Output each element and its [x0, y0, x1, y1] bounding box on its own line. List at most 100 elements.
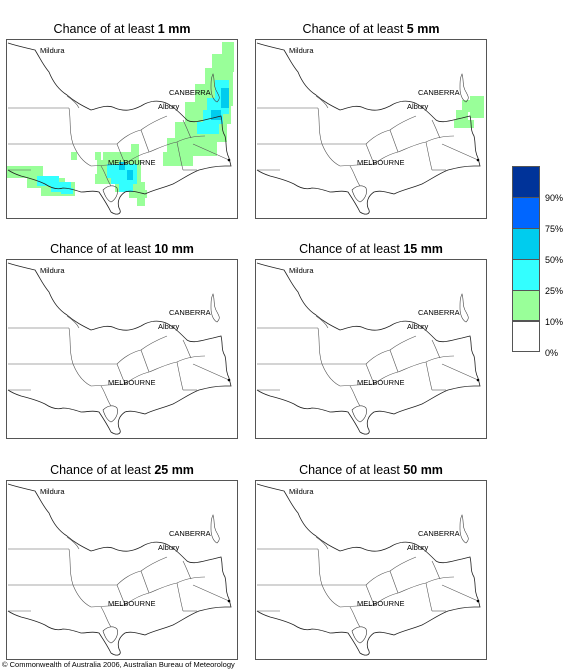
district-boundary [431, 560, 441, 580]
district-boundary [389, 115, 417, 131]
district-boundary [100, 606, 112, 628]
map-5mm: Mildura CANBERRA Albury MELBOURNE [255, 39, 487, 219]
victoria-outline [256, 42, 481, 215]
state-border-line [441, 584, 479, 602]
probability-cell [71, 152, 77, 160]
victoria-outline [256, 262, 481, 435]
probability-cell [470, 96, 484, 118]
district-boundary [365, 143, 375, 165]
gabo-point-marker [227, 158, 231, 162]
district-boundary [72, 363, 92, 387]
district-boundary [68, 107, 74, 145]
probability-cell [456, 110, 468, 120]
district-boundary [425, 582, 433, 612]
probability-cell [137, 198, 145, 206]
district-boundary [349, 165, 361, 187]
district-boundary [321, 143, 341, 167]
district-boundary [431, 119, 441, 139]
probability-cell [222, 42, 234, 56]
victoria-outline [7, 483, 232, 656]
probability-cell [167, 138, 217, 156]
panel-title: Chance of at least 1 mm [53, 22, 191, 36]
legend-swatch-0 [512, 321, 540, 352]
district-boundary [90, 163, 126, 167]
district-boundary [176, 135, 206, 143]
label-mildura: Mildura [40, 487, 65, 496]
district-boundary [315, 315, 329, 329]
label-melbourne: MELBOURNE [108, 378, 156, 387]
act-boundary [459, 293, 469, 323]
panel-title: Chance of at least 5 mm [302, 22, 440, 36]
district-boundary [116, 143, 126, 165]
district-boundary [90, 604, 126, 608]
district-boundary [124, 151, 150, 165]
district-boundary [116, 570, 142, 586]
district-boundary [321, 584, 341, 608]
district-boundary [100, 165, 112, 187]
district-boundary [140, 129, 150, 153]
probability-cell [51, 182, 71, 192]
probability-cell [129, 190, 147, 198]
act-boundary [210, 73, 220, 103]
district-boundary [140, 556, 168, 572]
map-10mm: Mildura CANBERRA Albury MELBOURNE [6, 259, 238, 439]
label-mildura: Mildura [40, 266, 65, 275]
district-boundary [373, 151, 399, 165]
district-boundary [182, 560, 192, 580]
victoria-map: Mildura CANBERRA Albury MELBOURNE [256, 262, 481, 435]
district-boundary [140, 335, 168, 351]
district-boundary [317, 548, 323, 586]
district-boundary [72, 143, 92, 167]
probability-cell [212, 54, 234, 72]
district-boundary [365, 129, 391, 145]
district-boundary [425, 361, 433, 391]
label-canberra: CANBERRA [418, 529, 460, 538]
copyright-notice: © Commonwealth of Australia 2006, Austra… [2, 660, 235, 669]
district-boundary [176, 355, 206, 363]
legend-swatch-10 [512, 290, 540, 321]
label-mildura: Mildura [40, 46, 65, 55]
district-boundary [389, 349, 399, 373]
act-boundary [210, 293, 220, 323]
gabo-point-marker [476, 378, 480, 382]
label-mildura: Mildura [289, 46, 314, 55]
gabo-point-marker [227, 378, 231, 382]
district-boundary [321, 363, 341, 387]
label-melbourne: MELBOURNE [357, 378, 405, 387]
district-boundary [182, 339, 192, 359]
district-boundary [397, 141, 427, 153]
district-boundary [317, 327, 323, 365]
victoria-map: Mildura CANBERRA Albury MELBOURNE [7, 262, 232, 435]
district-boundary [317, 107, 323, 145]
port-phillip-bay [351, 405, 367, 423]
district-boundary [140, 570, 150, 594]
legend-label-50: 50% [545, 255, 564, 265]
district-boundary [365, 570, 391, 586]
district-boundary [349, 385, 361, 407]
district-boundary [176, 582, 184, 612]
district-boundary [425, 141, 433, 171]
district-boundary [431, 339, 441, 359]
victoria-map: Mildura CANBERRA Albury MELBOURNE [7, 42, 234, 215]
probability-cell [119, 162, 125, 170]
probability-cell [211, 110, 221, 120]
district-boundary [66, 95, 80, 109]
district-boundary [116, 349, 142, 365]
label-albury: Albury [407, 543, 429, 552]
district-boundary [176, 576, 206, 584]
victoria-map: Mildura CANBERRA Albury MELBOURNE [256, 483, 481, 656]
label-canberra: CANBERRA [418, 308, 460, 317]
district-boundary [66, 536, 80, 550]
label-melbourne: MELBOURNE [108, 599, 156, 608]
district-boundary [90, 383, 126, 387]
port-phillip-bay [102, 626, 118, 644]
district-boundary [148, 582, 178, 594]
victoria-outline [256, 483, 481, 656]
probability-legend: 90% 75% 50% 25% 10% 0% [512, 166, 570, 358]
district-boundary [68, 327, 74, 365]
victoria-map: Mildura CANBERRA Albury MELBOURNE [256, 42, 484, 215]
map-50mm: Mildura CANBERRA Albury MELBOURNE [255, 480, 487, 660]
district-boundary [365, 584, 375, 606]
state-border-line [441, 363, 479, 381]
map-15mm: Mildura CANBERRA Albury MELBOURNE [255, 259, 487, 439]
